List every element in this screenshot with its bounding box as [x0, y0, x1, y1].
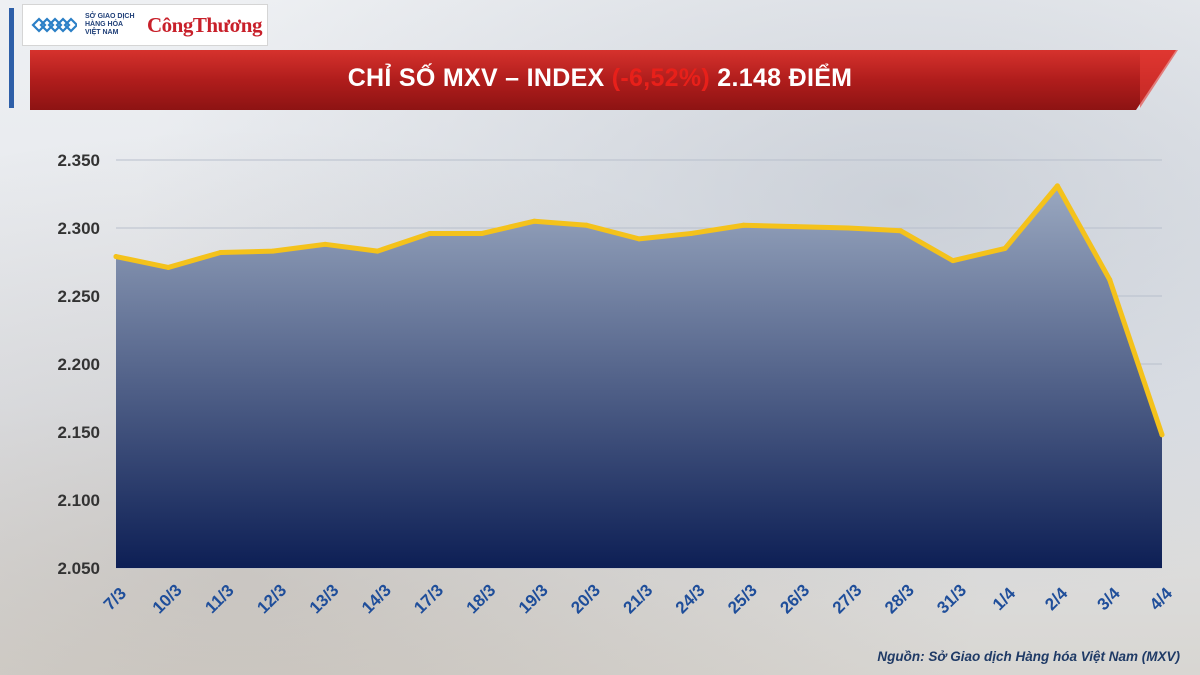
y-tick-label: 2.050 — [57, 559, 100, 578]
x-tick-label: 28/3 — [881, 581, 918, 618]
x-tick-label: 12/3 — [253, 581, 290, 618]
mxv-logo-line-2: HÀNG HÓA — [85, 21, 124, 28]
x-tick-label: 1/4 — [989, 583, 1020, 614]
x-tick-label: 25/3 — [724, 581, 761, 618]
congthuong-logo: CôngThương — [147, 13, 262, 37]
data-point — [1159, 432, 1165, 438]
mxv-logo-line-1: SỞ GIAO DỊCH — [85, 13, 135, 20]
x-tick-label: 17/3 — [410, 581, 447, 618]
data-point — [218, 249, 224, 255]
data-point — [375, 248, 380, 254]
title-prefix: CHỈ SỐ MXV – INDEX — [347, 64, 612, 92]
x-tick-label: 31/3 — [933, 581, 970, 618]
data-point — [427, 230, 433, 236]
title-change: (-6,52%) — [611, 64, 711, 92]
x-tick-label: 13/3 — [306, 581, 343, 618]
data-point — [479, 230, 485, 236]
x-tick-label: 27/3 — [829, 581, 866, 618]
x-tick-label: 3/4 — [1094, 583, 1125, 614]
x-tick-label: 14/3 — [358, 581, 395, 618]
data-point — [845, 225, 851, 231]
y-tick-label: 2.250 — [57, 287, 100, 306]
chart-title: CHỈ SỐ MXV – INDEX (-6,52%) 2.148 ĐIỂM — [0, 64, 1200, 93]
y-tick-label: 2.100 — [57, 491, 100, 510]
mxv-logo-text: SỞ GIAO DỊCH HÀNG HÓA VIỆT NAM — [85, 13, 155, 37]
data-point — [898, 228, 903, 234]
data-point — [741, 222, 747, 228]
data-point — [1107, 277, 1113, 283]
y-tick-label: 2.200 — [57, 355, 100, 374]
data-point — [688, 230, 694, 236]
x-tick-label: 10/3 — [149, 581, 186, 618]
logo-bar: SỞ GIAO DỊCH HÀNG HÓA VIỆT NAM CôngThươn… — [22, 4, 268, 46]
data-point — [1054, 183, 1060, 189]
x-tick-label: 26/3 — [776, 581, 813, 618]
data-point — [270, 248, 276, 254]
title-suffix: 2.148 ĐIỂM — [710, 64, 853, 92]
x-tick-label: 11/3 — [201, 581, 237, 617]
x-tick-label: 19/3 — [515, 581, 552, 618]
x-tick-label: 2/4 — [1041, 583, 1072, 614]
area-fill — [116, 185, 1162, 568]
source-note: Nguồn: Sở Giao dịch Hàng hóa Việt Nam (M… — [877, 649, 1180, 664]
data-point — [636, 236, 642, 242]
data-point — [322, 241, 328, 247]
data-point — [950, 258, 956, 264]
x-tick-label: 21/3 — [620, 581, 657, 618]
x-tick-label: 4/4 — [1146, 583, 1177, 614]
y-tick-label: 2.350 — [57, 151, 100, 170]
mxv-logo-icon — [31, 17, 77, 33]
data-point — [165, 264, 171, 270]
x-tick-label: 18/3 — [463, 581, 500, 618]
data-point — [584, 222, 590, 228]
data-point — [113, 254, 119, 260]
title-banner — [30, 50, 1178, 110]
accent-stripe — [9, 8, 14, 108]
y-tick-label: 2.300 — [57, 219, 100, 238]
data-point — [793, 224, 799, 230]
data-point — [531, 218, 537, 224]
x-tick-label: 24/3 — [672, 581, 709, 618]
mxv-logo-line-3: VIỆT NAM — [85, 29, 119, 36]
y-tick-label: 2.150 — [57, 423, 100, 442]
x-tick-label: 7/3 — [100, 584, 130, 614]
data-point — [1002, 245, 1008, 251]
x-tick-label: 20/3 — [567, 581, 604, 618]
